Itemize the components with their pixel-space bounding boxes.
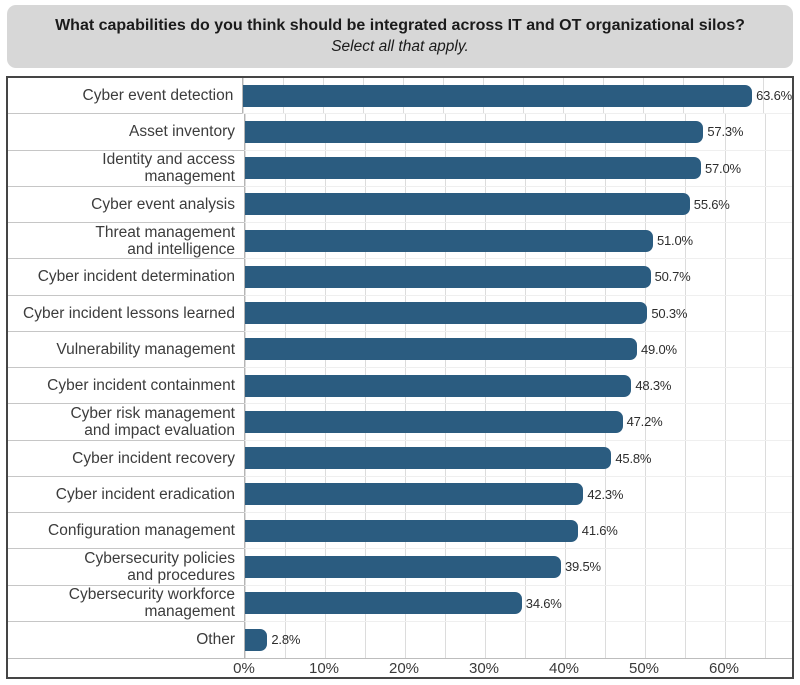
category-label: Cyber incident recovery <box>8 441 244 477</box>
bar <box>245 193 690 216</box>
bar-track: 51.0% <box>244 223 792 260</box>
value-label: 2.8% <box>271 632 301 648</box>
value-label: 50.3% <box>651 305 688 321</box>
x-axis: 0% 10% 20% 30% 40% 50% 60% <box>8 658 792 677</box>
question-header: What capabilities do you think should be… <box>7 5 793 68</box>
bar <box>245 592 522 615</box>
category-label: Vulnerability management <box>8 332 244 368</box>
value-label: 47.2% <box>626 414 663 430</box>
bar-track: 2.8% <box>244 621 792 658</box>
category-label: Cybersecurity workforce management <box>8 586 244 622</box>
value-label: 48.3% <box>635 378 672 394</box>
value-label: 49.0% <box>641 341 677 357</box>
question-title: What capabilities do you think should be… <box>55 17 745 34</box>
bar <box>245 447 612 470</box>
x-tick-label: 20% <box>388 660 420 677</box>
chart-row: Vulnerability management 49.0% <box>8 331 792 368</box>
category-label: Other <box>196 631 235 649</box>
bar <box>245 519 578 542</box>
value-label: 42.3% <box>587 486 624 502</box>
bar-track: 42.3% <box>244 476 792 513</box>
value-label: 63.6% <box>756 88 792 104</box>
bar <box>245 302 648 325</box>
value-label: 45.8% <box>615 450 652 466</box>
x-tick-label: 0% <box>233 660 255 677</box>
bar-track: 47.2% <box>244 404 792 441</box>
chart-row: Configuration management 41.6% <box>8 513 792 550</box>
bar-track: 50.7% <box>244 259 792 296</box>
chart-rows: Cyber event detection 63.6% Asset inventor… <box>8 78 792 658</box>
bar <box>245 483 584 506</box>
bar-track: 63.6% <box>242 78 792 115</box>
x-tick-label: 60% <box>708 660 740 677</box>
value-label: 51.0% <box>657 233 693 249</box>
bar-track: 39.5% <box>244 549 792 586</box>
value-label: 41.6% <box>581 523 618 539</box>
bar-track: 57.3% <box>244 114 792 151</box>
bar-track: 48.3% <box>244 368 792 405</box>
bar <box>245 120 704 143</box>
chart-row: Cybersecurity workforce management 34.6% <box>8 585 792 622</box>
bar <box>245 410 623 433</box>
category-label: Cyber incident lessons learned <box>8 296 244 332</box>
value-label: 57.3% <box>707 124 744 140</box>
x-tick-label: 30% <box>468 660 500 677</box>
category-label: Cyber incident determination <box>8 259 244 296</box>
bar-track: 49.0% <box>244 331 792 368</box>
bar-track: 50.3% <box>244 295 792 332</box>
x-tick-label: 10% <box>308 660 340 677</box>
category-label: Cybersecurity policies and procedures <box>8 549 244 586</box>
value-label: 34.6% <box>525 595 562 611</box>
bar <box>245 229 653 252</box>
value-label: 55.6% <box>693 196 730 212</box>
bar-track: 45.8% <box>244 440 792 477</box>
bar-track: 55.6% <box>244 186 792 223</box>
bar-chart: Cyber event detection 63.6% Asset inventor… <box>6 76 794 679</box>
chart-row: Threat management and intelligence 51.0% <box>8 223 792 260</box>
bar-track: 34.6% <box>244 585 792 622</box>
chart-row: Cyber incident determination 50.7% <box>8 259 792 296</box>
bar <box>243 84 753 107</box>
category-label: Cyber risk management and impact evaluat… <box>8 404 244 441</box>
bar <box>245 555 561 578</box>
chart-row: Cyber incident eradication 42.3% <box>8 476 792 513</box>
category-label: Identity and access management <box>8 151 244 187</box>
x-tick-label: 50% <box>628 660 660 677</box>
question-subtitle: Select all that apply. <box>331 38 469 55</box>
chart-row: Other 2.8% <box>8 621 792 658</box>
bar-track: 41.6% <box>244 513 792 550</box>
chart-row: Identity and access management 57.0% <box>8 150 792 187</box>
chart-row: Cybersecurity policies and procedures 39.… <box>8 549 792 586</box>
chart-row: Asset inventory 57.3% <box>8 114 792 151</box>
bar <box>245 265 651 288</box>
category-label: Cyber incident eradication <box>8 477 244 513</box>
bar <box>245 374 632 397</box>
category-label: Configuration management <box>8 513 244 550</box>
value-label: 39.5% <box>565 559 601 575</box>
bar <box>245 157 701 180</box>
chart-row: Cyber incident containment 48.3% <box>8 368 792 405</box>
chart-row: Cyber incident recovery 45.8% <box>8 440 792 477</box>
chart-row: Cyber risk management and impact evaluat… <box>8 404 792 441</box>
bar <box>245 338 637 361</box>
value-label: 50.7% <box>654 269 691 285</box>
x-tick-label: 40% <box>548 660 580 677</box>
category-label: Cyber event detection <box>8 78 243 115</box>
category-label: Asset inventory <box>8 114 244 151</box>
category-label: Threat management and intelligence <box>8 223 244 260</box>
chart-row: Cyber event analysis 55.6% <box>8 186 792 223</box>
bar <box>245 628 268 651</box>
chart-row: Cyber event detection 63.6% <box>8 78 792 115</box>
category-label: Cyber event analysis <box>8 187 244 223</box>
chart-row: Cyber incident lessons learned 50.3% <box>8 295 792 332</box>
bar-track: 57.0% <box>244 150 792 187</box>
category-label: Cyber incident containment <box>8 368 244 405</box>
value-label: 57.0% <box>705 160 741 176</box>
